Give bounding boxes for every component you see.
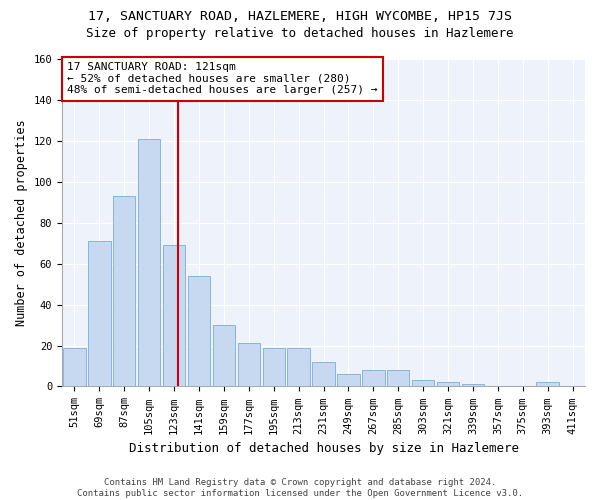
Bar	[113, 196, 136, 386]
Bar	[387, 370, 409, 386]
Bar	[412, 380, 434, 386]
Bar	[138, 139, 160, 386]
Bar	[437, 382, 459, 386]
Bar	[536, 382, 559, 386]
Bar	[337, 374, 359, 386]
Bar	[88, 241, 110, 386]
Bar	[462, 384, 484, 386]
Bar	[63, 348, 86, 387]
Bar	[212, 325, 235, 386]
Bar	[163, 245, 185, 386]
Y-axis label: Number of detached properties: Number of detached properties	[15, 120, 28, 326]
Bar	[362, 370, 385, 386]
Text: Size of property relative to detached houses in Hazlemere: Size of property relative to detached ho…	[86, 28, 514, 40]
Bar	[313, 362, 335, 386]
Text: 17, SANCTUARY ROAD, HAZLEMERE, HIGH WYCOMBE, HP15 7JS: 17, SANCTUARY ROAD, HAZLEMERE, HIGH WYCO…	[88, 10, 512, 23]
Text: 17 SANCTUARY ROAD: 121sqm
← 52% of detached houses are smaller (280)
48% of semi: 17 SANCTUARY ROAD: 121sqm ← 52% of detac…	[67, 62, 378, 96]
X-axis label: Distribution of detached houses by size in Hazlemere: Distribution of detached houses by size …	[128, 442, 518, 455]
Bar	[238, 344, 260, 386]
Text: Contains HM Land Registry data © Crown copyright and database right 2024.
Contai: Contains HM Land Registry data © Crown c…	[77, 478, 523, 498]
Bar	[263, 348, 285, 387]
Bar	[287, 348, 310, 387]
Bar	[188, 276, 210, 386]
